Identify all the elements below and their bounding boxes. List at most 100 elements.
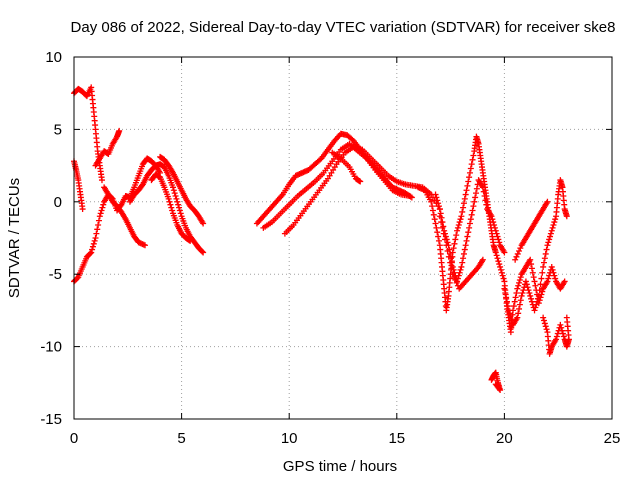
data-point [545,239,552,246]
data-point [480,188,487,195]
data-point [467,216,474,223]
series-M [415,133,568,336]
x-tick-label: 10 [281,430,298,447]
data-point [560,333,567,340]
data-point [433,194,440,201]
data-point [546,272,553,279]
data-point [447,259,454,266]
x-axis-label: GPS time / hours [283,458,397,475]
data-point [493,230,500,237]
data-point [165,195,172,202]
data-point [95,221,102,228]
data-point [512,256,519,263]
data-point [94,226,101,233]
data-point [458,263,465,270]
data-point [547,233,554,240]
data-point [532,282,539,289]
data-point [89,246,96,253]
y-tick-label: 0 [54,194,62,211]
data-point [528,261,535,268]
data-point [541,255,548,262]
data-point [529,269,536,276]
data-point [516,276,523,283]
data-point [514,285,521,292]
data-point [460,255,467,262]
data-point [462,242,469,249]
data-point [457,266,464,273]
data-point [557,321,564,328]
data-point [563,213,570,220]
data-point [200,220,207,227]
data-point [460,250,467,257]
data-point [513,253,520,260]
data-point [534,298,541,305]
data-point [456,219,463,226]
data-point [559,330,566,337]
data-point [171,190,178,197]
data-point [507,313,514,320]
data-point [458,213,465,220]
data-point [435,200,442,207]
series-B [71,158,86,213]
data-point [436,206,443,213]
series-O [436,213,486,292]
grid [74,57,612,419]
chart-title: Day 086 of 2022, Sidereal Day-to-day VTE… [71,19,616,36]
data-point [502,290,509,297]
data-point [546,236,553,243]
data-point [489,216,496,223]
data-point [544,198,551,205]
data-point [492,249,499,256]
data-point [469,207,476,214]
data-point [511,298,518,305]
data-point [538,275,545,282]
data-point [563,314,570,321]
data-point [453,279,460,286]
data-point [558,324,565,331]
y-tick-label: 10 [45,49,62,66]
data-point [550,269,557,276]
data-point [491,221,498,228]
data-point [479,184,486,191]
data-point [437,210,444,217]
data-point [466,220,473,227]
data-point [531,307,538,314]
data-point [432,220,439,227]
data-point [176,204,183,211]
data-point [498,269,505,276]
data-point [483,201,490,208]
data-point [497,266,504,273]
data-point [455,221,462,228]
data-point [501,285,508,292]
data-point [100,201,107,208]
data-point [505,307,512,314]
data-point [528,298,535,305]
data-point [527,292,534,299]
data-point [515,282,522,289]
data-point [98,207,105,214]
data-point [559,327,566,334]
data-point [552,216,559,223]
data-point [495,236,502,243]
data-point [87,250,94,257]
data-point [561,278,568,285]
data-point [454,224,461,231]
data-point [494,255,501,262]
data-point [540,317,547,324]
data-point [464,182,471,189]
data-point [445,253,452,260]
data-point [499,272,506,279]
x-tick-label: 25 [604,430,621,447]
data-point [516,301,523,308]
data-point [459,208,466,215]
plot-frame [73,56,613,420]
data-point [176,207,183,214]
data-point [170,187,177,194]
y-tick-label: -5 [49,266,62,283]
data-point [552,275,559,282]
data-point [472,194,479,201]
data-point [467,165,474,172]
data-point [544,242,551,249]
data-point [495,258,502,265]
